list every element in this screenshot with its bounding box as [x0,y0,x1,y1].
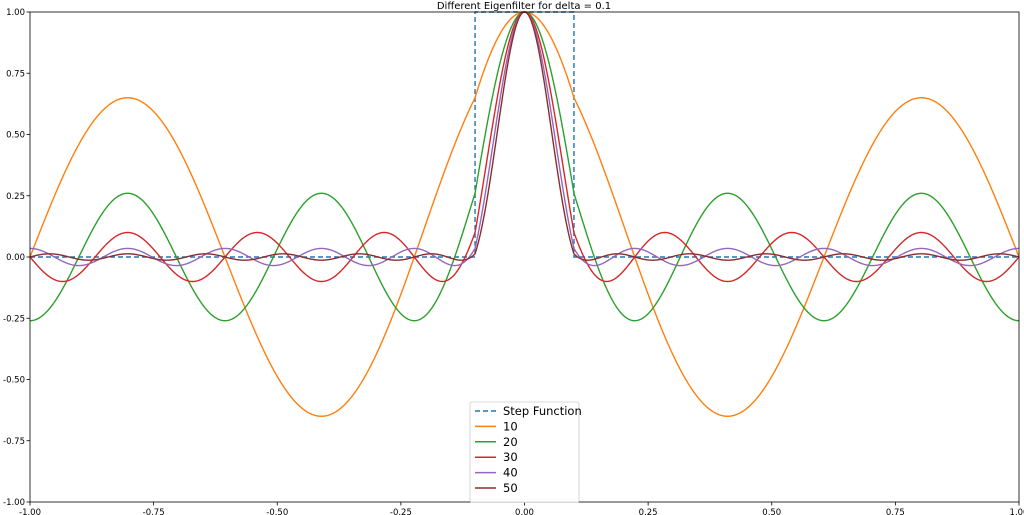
y-tick-label: 0.25 [6,192,25,202]
series-line-40 [30,11,1019,267]
series-line-20 [29,11,1020,322]
x-tick-label: -1.00 [19,508,41,515]
y-tick-label: 1.00 [6,8,25,18]
x-tick-label: 1.00 [1010,508,1024,515]
y-tick-label: -0.25 [3,314,25,324]
series-line-50 [29,11,1020,261]
y-tick-label: -1.00 [3,498,25,508]
series-line-step-function [30,11,1019,258]
chart-title: Different Eigenfilter for delta = 0.1 [437,1,611,12]
y-tick-label: 0.00 [6,253,25,263]
y-tick-label: 0.75 [6,69,25,79]
legend-label: 10 [503,419,518,433]
x-tick-label: -0.50 [266,508,288,515]
legend-label: 20 [503,435,518,449]
y-tick-label: 0.50 [6,131,25,141]
y-tick-label: -0.75 [3,437,25,447]
legend-label: 40 [503,466,518,480]
legend-label: 30 [503,450,518,464]
x-tick-label: 0.25 [639,508,658,515]
x-tick-label: -0.75 [143,508,165,515]
y-axis: -1.00 -0.75 -0.50 -0.25 0.00 0.25 0.50 0.75 1.00 [3,8,30,508]
series-line-10 [29,11,1020,417]
series-lines [29,11,1020,417]
x-tick-label: 0.75 [886,508,905,515]
x-axis: -1.00 -0.75 -0.50 -0.25 0.00 0.25 0.50 0.75 1.00 [19,502,1024,515]
y-tick-label: -0.50 [3,376,25,386]
legend-label: 50 [503,481,518,495]
legend-label: Step Function [503,404,582,418]
x-tick-label: 0.50 [762,508,781,515]
legend-box [469,401,580,503]
x-tick-label: -0.25 [390,508,412,515]
x-tick-label: 0.00 [515,508,534,515]
